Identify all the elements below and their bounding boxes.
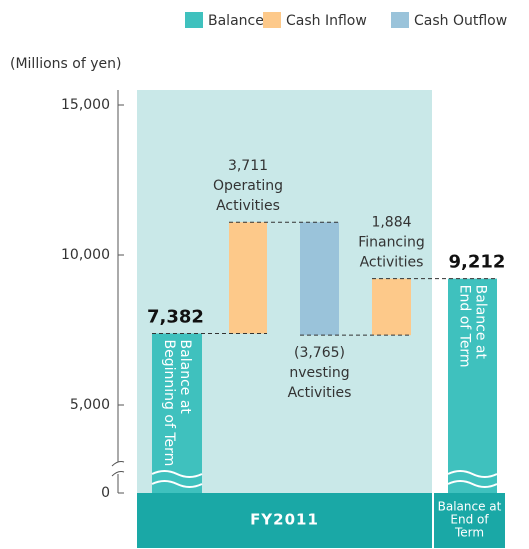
category-label: Activities (288, 385, 352, 401)
category-label: Beginning of Term (161, 340, 177, 467)
group-label: Term (454, 526, 484, 540)
category-label: Activities (216, 198, 280, 214)
category-label: Balance at (177, 340, 193, 415)
value-label: 7,382 (147, 307, 204, 328)
group-band (434, 493, 505, 548)
category-label: End of Term (457, 285, 473, 368)
value-label: 9,212 (449, 252, 506, 273)
break-mark (447, 470, 498, 488)
category-label: Financing (358, 235, 425, 251)
y-tick-label: 0 (101, 485, 110, 501)
y-tick-label: 5,000 (70, 397, 110, 413)
y-tick-label: 10,000 (61, 247, 110, 263)
group-label: End of (450, 513, 489, 527)
legend-swatch (263, 12, 281, 28)
legend-swatch (391, 12, 409, 28)
value-label: 1,884 (371, 215, 411, 231)
bar (152, 333, 202, 493)
group-label: FY2011 (250, 511, 319, 529)
group-label: Balance at (438, 500, 502, 514)
value-label: 3,711 (228, 158, 268, 174)
bar (229, 222, 267, 334)
group-band (137, 493, 432, 548)
category-label: Balance at (473, 285, 489, 360)
category-label: Activities (360, 255, 424, 271)
legend-label: Cash Outflow (414, 13, 507, 29)
value-label: (3,765) (294, 345, 345, 361)
bar (300, 222, 339, 336)
bar (372, 278, 411, 336)
bar (448, 278, 497, 493)
legend-label: Balance (208, 13, 264, 29)
category-label: nvesting (289, 365, 349, 381)
axis-break (111, 461, 125, 477)
legend-label: Cash Inflow (286, 13, 367, 29)
unit-label: (Millions of yen) (10, 56, 121, 72)
legend-swatch (185, 12, 203, 28)
category-label: Operating (213, 178, 283, 194)
break-mark (151, 470, 203, 488)
y-tick-label: 15,000 (61, 97, 110, 113)
